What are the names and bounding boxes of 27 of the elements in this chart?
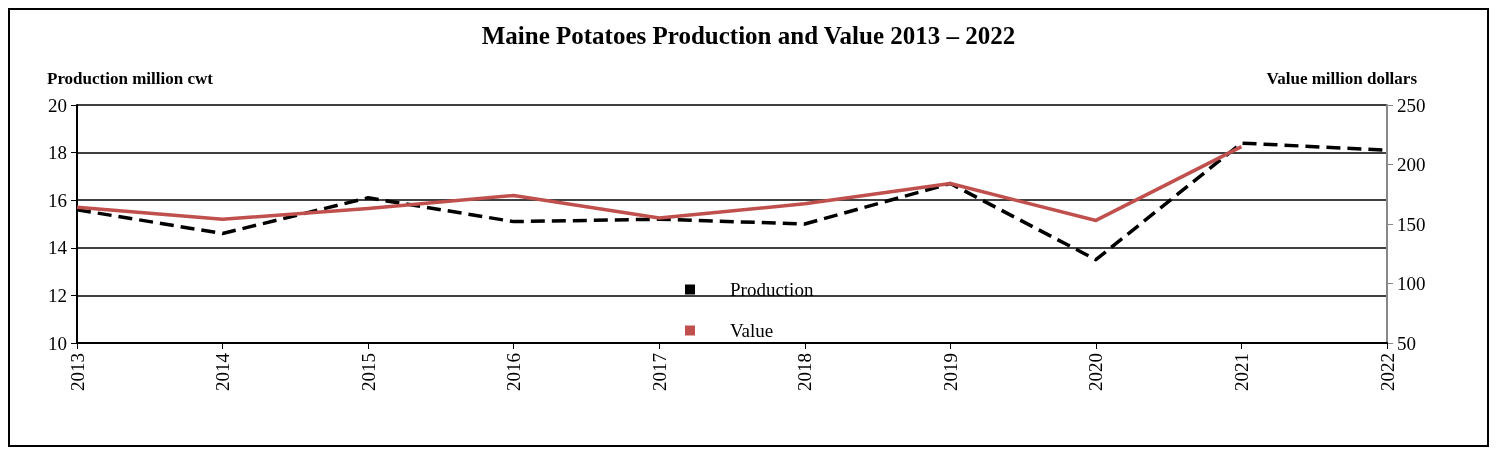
- y2-tick-label: 200: [1397, 154, 1426, 175]
- legend-label: Value: [730, 320, 774, 341]
- chart-title: Maine Potatoes Production and Value 2013 – 2022: [481, 22, 1016, 49]
- x-tick-label: 2016: [503, 353, 525, 391]
- x-tick-label: 2015: [357, 353, 379, 391]
- y-tick-label: 18: [48, 142, 67, 164]
- x-tick-label: 2021: [1230, 353, 1252, 391]
- legend-label: Production: [730, 279, 814, 300]
- y-tick-label: 16: [48, 189, 67, 211]
- y2-tick-label: 100: [1397, 273, 1426, 294]
- y-tick-label: 10: [48, 332, 67, 354]
- x-tick-label: 2019: [939, 353, 961, 391]
- y-tick-label: 20: [48, 94, 67, 116]
- y2-tick-label: 50: [1397, 332, 1416, 354]
- x-tick-label: 2017: [648, 353, 670, 391]
- x-tick-label: 2014: [212, 352, 234, 391]
- y2-tick-label: 150: [1397, 213, 1426, 235]
- y2-axis-title: Value million dollars: [1266, 69, 1418, 88]
- x-tick-label: 2018: [794, 353, 816, 391]
- y-axis-title: Production million cwt: [47, 69, 214, 88]
- x-tick-label: 2020: [1085, 353, 1107, 391]
- y-tick-label: 14: [48, 237, 68, 259]
- x-tick-label: 2022: [1376, 353, 1398, 391]
- line-series: [75, 144, 1244, 223]
- x-tick-label: 2013: [66, 353, 88, 391]
- y2-tick-label: 250: [1397, 94, 1426, 116]
- y-tick-label: 12: [48, 284, 67, 306]
